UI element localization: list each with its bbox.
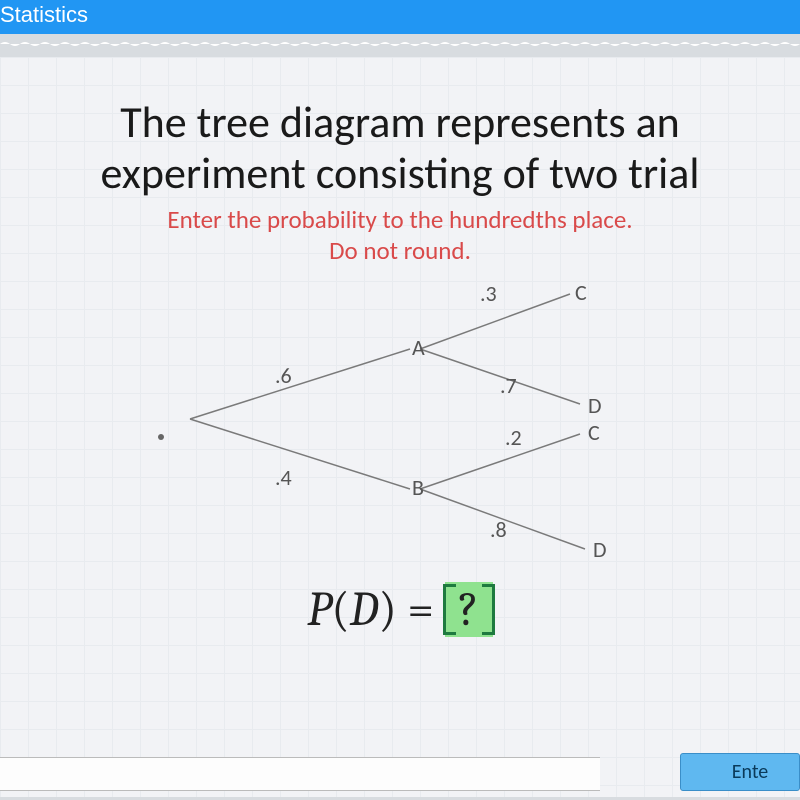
equals: = [397,582,445,637]
paren-close: ) [378,582,396,637]
node-B: B [412,474,424,501]
instruction-line2: Do not round. [0,235,800,266]
leaf-D1: D [588,392,602,419]
prob-B: .4 [275,464,292,491]
formula-func: P [307,582,331,637]
formula: P(D) = ? [0,582,800,637]
tab-title: Statistics [0,2,88,27]
divider-wavy [0,40,800,48]
answer-placeholder: ? [459,582,479,637]
answer-box[interactable]: ? [445,582,493,637]
prob-BD: .8 [490,516,507,543]
prob-A: .6 [275,362,292,389]
paren-open: ( [331,582,349,637]
page-content: The tree diagram represents an experimen… [0,57,800,797]
prob-BC: .2 [505,424,522,451]
problem-title-line1: The tree diagram represents an [0,97,800,148]
tree-diagram: A B C D C D .6 .4 .3 .7 .2 .8 [120,274,680,564]
problem-title-line2: experiment consisting of two trial [0,148,800,199]
answer-input[interactable] [0,757,600,791]
leaf-C1: C [575,279,587,306]
prob-AD: .7 [500,372,517,399]
formula-arg: D [350,582,379,637]
leaf-C2: C [588,419,600,446]
enter-button[interactable]: Ente [680,753,800,791]
bottom-bar: Ente [0,751,800,797]
node-A: A [412,334,425,361]
tab-header: Statistics [0,0,800,34]
instruction-line1: Enter the probability to the hundredths … [0,204,800,235]
enter-button-label: Ente [732,760,769,784]
leaf-D2: D [593,536,607,563]
prob-AC: .3 [480,280,497,307]
